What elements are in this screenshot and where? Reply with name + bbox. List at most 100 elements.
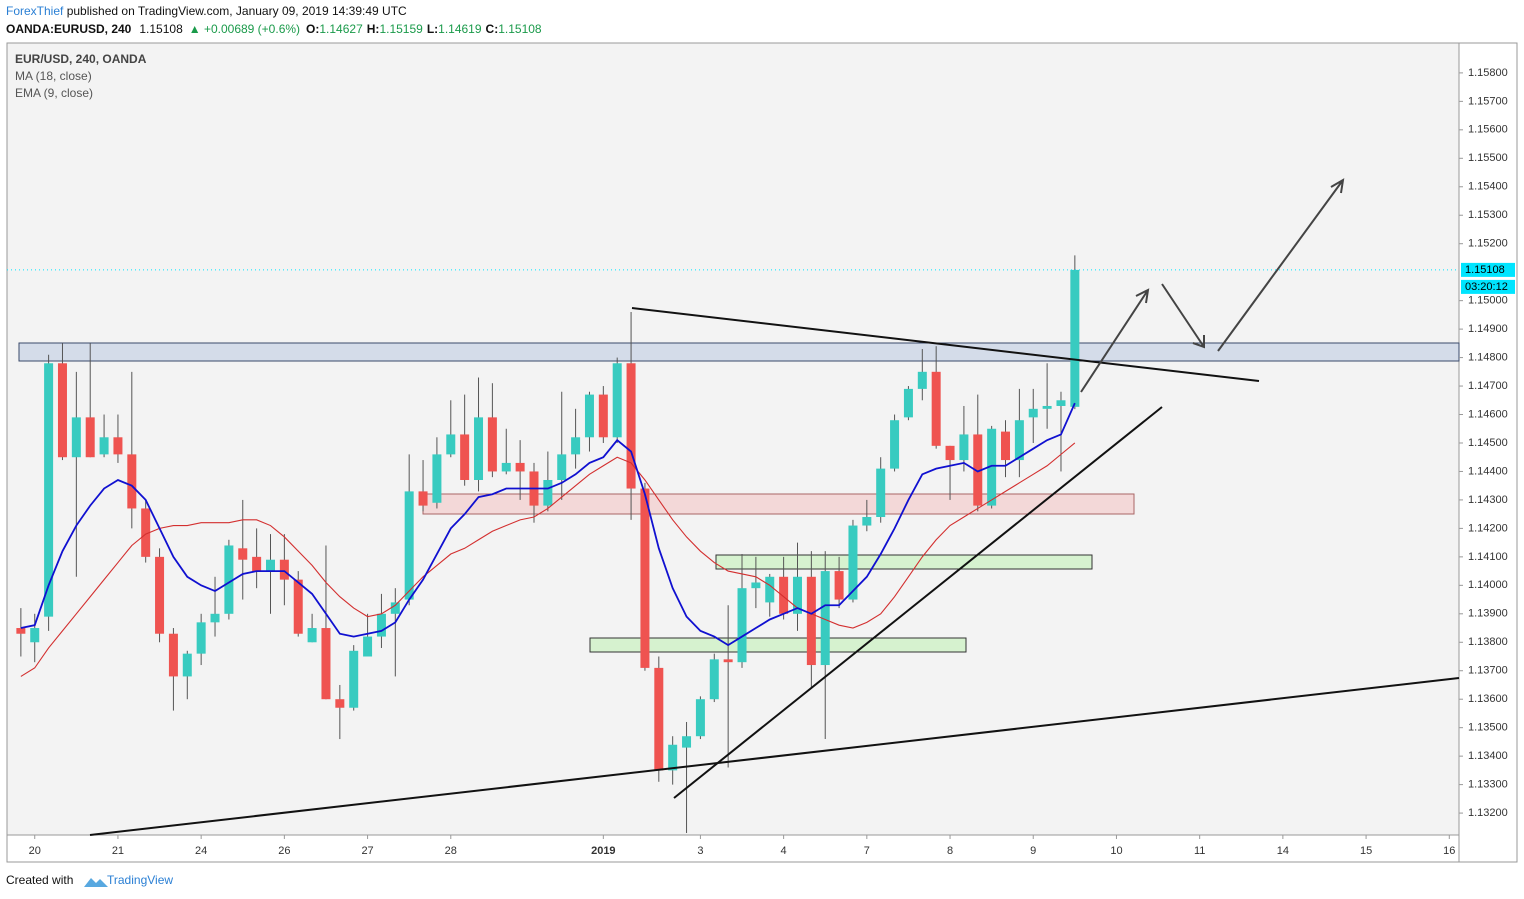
y-tick-label: 1.14200	[1468, 522, 1508, 534]
candle-body	[224, 545, 234, 614]
candle-body	[584, 394, 594, 438]
candle-body	[265, 559, 275, 572]
candle-body	[987, 428, 997, 506]
candle-body	[709, 659, 719, 700]
last-price-box	[1461, 262, 1515, 277]
x-tick-label: 20	[29, 845, 41, 857]
candle-body	[668, 744, 678, 771]
candle-body	[973, 434, 983, 506]
x-tick-label: 15	[1360, 845, 1372, 857]
candle-body	[363, 636, 373, 657]
candle-body	[141, 508, 151, 557]
candle-body	[917, 371, 927, 389]
candle-body	[640, 488, 650, 668]
candle-body	[460, 434, 470, 480]
y-tick-label: 1.13200	[1468, 807, 1508, 819]
candle-body	[182, 653, 192, 677]
candle-body	[515, 462, 525, 472]
candle-body	[113, 437, 123, 455]
arrow	[1217, 178, 1345, 352]
published: published on TradingView.com, January 09…	[63, 4, 407, 18]
y-tick-label: 1.13900	[1468, 608, 1508, 620]
candle-body	[474, 417, 484, 480]
candle-body	[168, 633, 178, 677]
y-tick-label: 1.14500	[1468, 437, 1508, 449]
arrows	[1080, 178, 1345, 393]
demand-zone	[715, 554, 1093, 570]
y-tick-label: 1.15800	[1468, 67, 1508, 79]
price: 1.15108	[139, 22, 183, 36]
y-tick-label: 1.14900	[1468, 323, 1508, 335]
y-tick-label: 1.15200	[1468, 238, 1508, 250]
y-tick-label: 1.14600	[1468, 408, 1508, 420]
candle-body	[501, 462, 511, 472]
ohlc-label: O:	[306, 22, 319, 36]
x-tick-label: 8	[947, 845, 953, 857]
x-tick-label: 27	[361, 845, 373, 857]
x-tick-label: 3	[697, 845, 703, 857]
candle-body	[820, 571, 830, 666]
y-tick-label: 1.13800	[1468, 636, 1508, 648]
indicator-line	[20, 442, 1076, 677]
candle-body	[903, 388, 913, 418]
arrow	[1080, 288, 1150, 393]
x-tick-label: 16	[1443, 845, 1455, 857]
x-tick-label: 4	[781, 845, 787, 857]
countdown-box	[1461, 279, 1515, 294]
author[interactable]: ForexThief	[6, 4, 64, 18]
ohlc-value: 1.15108	[498, 22, 542, 36]
x-tick-label: 11	[1194, 845, 1205, 857]
candle-body	[16, 628, 26, 634]
x-tick-label: 21	[112, 845, 124, 857]
candle-body	[252, 556, 262, 572]
candle-body	[432, 454, 442, 503]
candle-body	[1042, 405, 1052, 409]
y-tick-label: 1.14000	[1468, 579, 1508, 591]
candle-body	[1070, 269, 1080, 407]
candle-body	[779, 576, 789, 614]
candle-body	[390, 602, 400, 614]
logo	[84, 878, 108, 887]
candle-body	[848, 525, 858, 600]
ohlc-label: H:	[367, 22, 380, 36]
ohlc-label: C:	[486, 22, 499, 36]
y-tick-label: 1.14400	[1468, 465, 1508, 477]
legend-entry: EMA (9, close)	[15, 86, 93, 100]
drawings	[89, 307, 1460, 836]
y-tick-label: 1.15400	[1468, 181, 1508, 193]
x-tick-label: 9	[1030, 845, 1036, 857]
footer-text: Created with	[6, 873, 73, 887]
last-price-label: 1.15108	[1465, 264, 1505, 276]
candle-body	[1028, 408, 1038, 418]
candle-body	[834, 571, 844, 600]
candle-body	[44, 363, 54, 617]
candle-body	[376, 613, 386, 637]
x-tick-label: 7	[864, 845, 870, 857]
candle-body	[959, 434, 969, 461]
footer-brand[interactable]: TradingView	[107, 873, 173, 887]
x-tick-label: 24	[195, 845, 207, 857]
candle-body	[127, 454, 137, 509]
chart-title: EUR/USD, 240, OANDA	[15, 52, 147, 66]
countdown: 03:20:12	[1465, 281, 1508, 293]
y-tick-label: 1.13400	[1468, 750, 1508, 762]
arrow	[1161, 283, 1205, 349]
candle-body	[279, 559, 289, 580]
candle-body	[862, 517, 872, 526]
candle-body	[890, 420, 900, 469]
candle-body	[612, 363, 622, 438]
candle-body	[571, 437, 581, 455]
candle-body	[307, 628, 317, 643]
legend-entry: MA (18, close)	[15, 69, 92, 83]
y-tick-label: 1.13700	[1468, 665, 1508, 677]
candle-body	[806, 576, 816, 666]
candle-body	[945, 445, 955, 461]
candle-body	[155, 556, 165, 634]
ohlc-value: 1.15159	[379, 22, 423, 36]
candle-body	[792, 576, 802, 614]
candle-body	[557, 454, 567, 480]
y-tick-label: 1.14800	[1468, 351, 1508, 363]
candle-body	[210, 613, 220, 623]
candle-body	[321, 628, 331, 700]
